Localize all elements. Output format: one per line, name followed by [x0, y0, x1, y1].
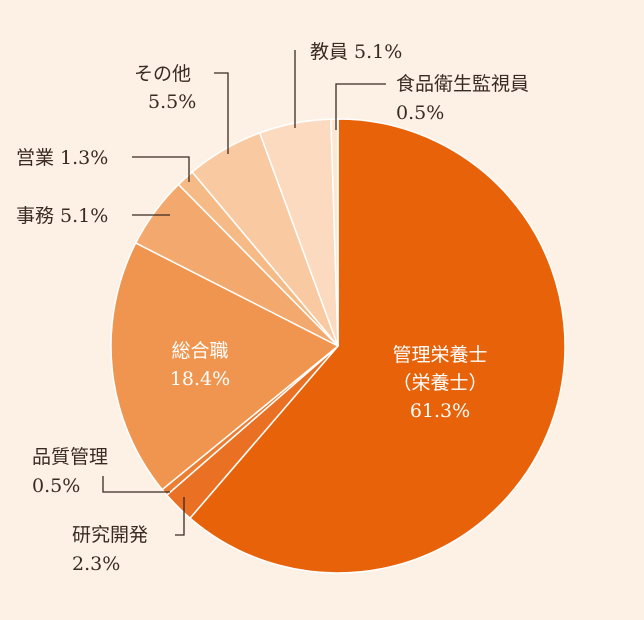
label-kenkyu-kaihatsu: 研究開発 — [72, 524, 148, 546]
label-kanri-eiyoushi-line2: （栄養士） — [392, 372, 487, 394]
pie-slices — [110, 118, 566, 574]
value-sougoushoku: 18.4% — [170, 368, 230, 390]
leader-hinshitsu-kanri — [102, 476, 170, 493]
value-kanri-eiyoushi: 61.3% — [410, 400, 470, 422]
leader-eigyou — [132, 156, 190, 182]
leader-shokuhin-eisei — [335, 83, 386, 130]
pie-slice-9 — [330, 118, 339, 347]
value-shokuhin-eisei: 0.5% — [396, 102, 444, 124]
label-sonota: その他 — [134, 63, 191, 85]
value-sonota: 5.5% — [148, 91, 196, 113]
leader-kenkyu-kaihatsu — [175, 497, 185, 536]
label-eigyou: 営業 1.3% — [16, 147, 108, 169]
value-hinshitsu-kanri: 0.5% — [32, 475, 80, 497]
label-kyouin: 教員 5.1% — [310, 41, 402, 63]
pie-slice-4 — [110, 241, 340, 491]
label-hinshitsu-kanri: 品質管理 — [32, 446, 108, 468]
value-kenkyu-kaihatsu: 2.3% — [72, 553, 120, 575]
label-jimu: 事務 5.1% — [16, 205, 108, 227]
label-sougoushoku: 総合職 — [171, 340, 228, 362]
label-kanri-eiyoushi-line1: 管理栄養士 — [392, 344, 487, 366]
label-shokuhin-eisei: 食品衛生監視員 — [396, 73, 529, 95]
leader-sonota — [214, 72, 229, 154]
pie-slice-1 — [188, 118, 566, 574]
